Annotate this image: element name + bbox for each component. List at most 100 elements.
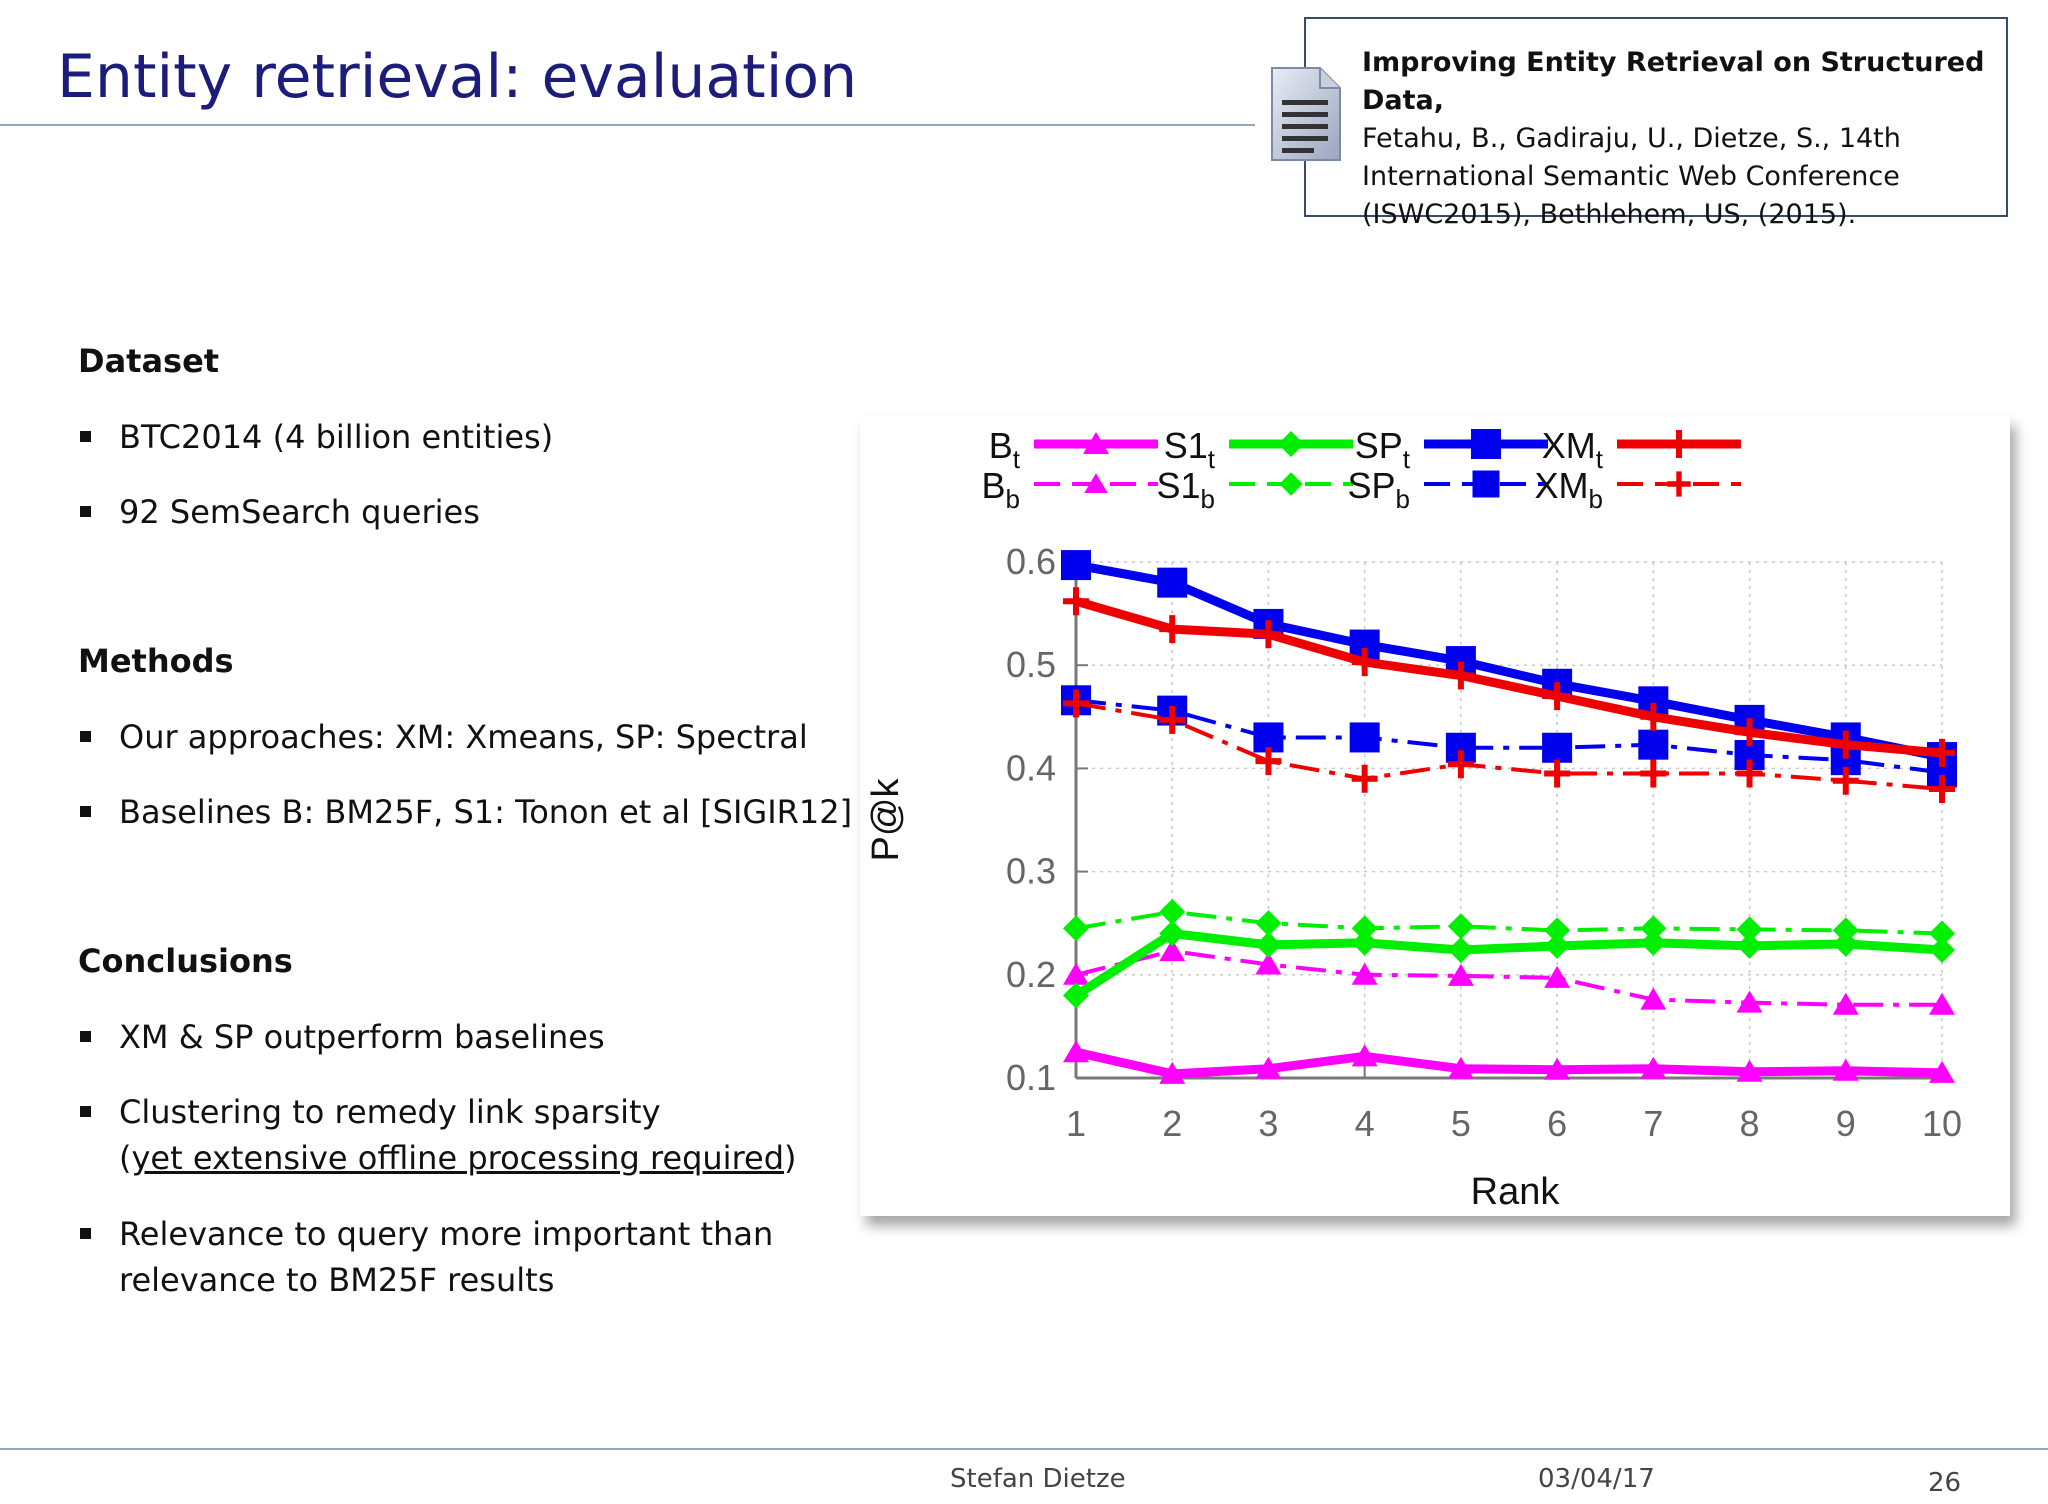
footer-date: 03/04/17 [1538, 1464, 1655, 1494]
data-point-xm-t [1255, 620, 1282, 649]
legend-swatch-marker [1472, 470, 1500, 498]
series-line-b-t [1075, 1047, 1943, 1079]
reference-line: Fetahu, B., Gadiraju, U., Dietze, S., 14… [1362, 123, 1901, 154]
data-point-s1-b [1736, 916, 1763, 943]
data-point-s1-t [1640, 929, 1667, 956]
data-point-b-t [1929, 1060, 1955, 1083]
data-point-sp-t [1061, 550, 1091, 581]
series-line-s1-t [1073, 929, 1943, 1000]
data-point-xm-b [1832, 766, 1859, 795]
data-point-xm-b [1447, 750, 1474, 779]
data-point-s1-b [1929, 920, 1955, 947]
bullet-square-icon [80, 431, 91, 442]
legend-label: XMt [1542, 425, 1604, 474]
data-point-s1-t [1255, 931, 1282, 958]
data-point-s1-t [1832, 930, 1859, 957]
x-tick-label: 2 [1162, 1103, 1182, 1144]
y-tick-label: 0.1 [1006, 1057, 1056, 1098]
bullet-line: relevance to BM25F results [119, 1261, 555, 1299]
data-point-b-t [1159, 1061, 1186, 1084]
x-tick-label: 1 [1066, 1103, 1086, 1144]
y-tick-label: 0.6 [1006, 541, 1056, 582]
x-tick-label: 6 [1547, 1103, 1567, 1144]
reference-box [1304, 17, 2008, 217]
data-point-s1-t [1447, 937, 1474, 964]
data-point-xm-b [1736, 759, 1763, 788]
data-point-xm-t [1351, 648, 1378, 677]
series-line-xm-b [1075, 701, 1943, 792]
data-point-xm-b [1063, 689, 1089, 718]
bullet-square-icon [80, 1228, 91, 1239]
data-point-b-b [1255, 952, 1282, 975]
bullet-line: Relevance to query more important than [119, 1215, 774, 1253]
data-point-xm-b [1351, 764, 1378, 793]
data-point-b-t [1736, 1059, 1763, 1082]
data-point-s1-b [1063, 915, 1089, 942]
reference-line: International Semantic Web Conference [1362, 161, 1900, 192]
series-line-sp-t [1075, 560, 1943, 762]
document-icon [1271, 67, 1341, 161]
data-point-s1-b [1832, 917, 1859, 944]
data-point-b-b [1063, 962, 1089, 985]
bullet-text: Clustering to remedy link sparsity (yet e… [119, 1089, 859, 1181]
data-point-b-b [1736, 990, 1763, 1013]
data-point-sp-t [1157, 567, 1188, 598]
data-point-b-t [1063, 1040, 1089, 1063]
data-point-sp-b [1638, 729, 1669, 760]
bullet-text: BTC2014 (4 billion entities) [119, 418, 554, 456]
y-tick-label: 0.3 [1006, 851, 1056, 892]
legend-label: SPb [1348, 465, 1411, 514]
x-axis-label: Rank [1471, 1171, 1561, 1213]
section-heading-methods: Methods [78, 642, 234, 680]
data-point-b-b [1159, 939, 1186, 962]
data-point-xm-b [1544, 759, 1571, 788]
data-point-sp-b [1542, 732, 1573, 763]
bullet-square-icon [80, 1031, 91, 1042]
legend-swatch-marker [1084, 473, 1108, 493]
data-point-b-t [1447, 1056, 1474, 1079]
footer-divider [0, 1448, 2048, 1450]
title-divider [0, 124, 1255, 126]
bullet-square-icon [80, 731, 91, 742]
bullet-square-icon [80, 1106, 91, 1117]
data-point-xm-b [1640, 759, 1667, 788]
bullet-line: Clustering to remedy link sparsity [119, 1093, 661, 1131]
data-point-s1-b [1255, 910, 1282, 937]
bullet-paren: ) [784, 1139, 797, 1177]
legend-swatch-marker [1278, 431, 1304, 457]
data-point-xm-t [1447, 661, 1474, 690]
legend-swatch-marker [1471, 429, 1501, 459]
footer-page-number: 26 [1928, 1468, 1962, 1498]
data-point-b-t [1544, 1057, 1571, 1080]
data-point-s1-t [1736, 932, 1763, 959]
series-line-sp-b [1075, 698, 1943, 775]
y-tick-label: 0.4 [1006, 747, 1056, 788]
legend-label: Bt [989, 425, 1021, 474]
data-point-xm-t [1832, 730, 1859, 759]
data-point-b-t [1255, 1056, 1282, 1079]
series-line-b-b [1075, 949, 1942, 1007]
page-title: Entity retrieval: evaluation [57, 42, 858, 112]
bullet-text: Relevance to query more important than re… [119, 1211, 859, 1303]
data-point-b-b [1929, 992, 1955, 1015]
series-line-s1-b [1075, 909, 1943, 936]
bullet-square-icon [80, 806, 91, 817]
data-point-s1-t [1159, 920, 1186, 947]
underlined-note: yet extensive offline processing require… [131, 1139, 785, 1177]
data-point-xm-t [1736, 718, 1763, 747]
bullet-text: Our approaches: XM: Xmeans, SP: Spectral [119, 718, 808, 756]
legend-label: Bb [982, 465, 1020, 514]
data-point-b-b [1832, 992, 1859, 1015]
data-point-sp-b [1349, 722, 1380, 753]
series-line-xm-t [1074, 596, 1943, 758]
section-heading-dataset: Dataset [78, 342, 220, 380]
data-point-xm-t [1544, 682, 1571, 711]
data-point-s1-b [1640, 915, 1667, 942]
data-point-s1-t [1544, 932, 1571, 959]
data-point-xm-t [1063, 587, 1089, 616]
chart-frame: 0.1 0.2 0.3 0.4 0.5 0.6 1 2 3 4 5 6 7 8 9 10 Rank P@k Bt S1… [860, 416, 2010, 1216]
data-point-xm-t [1640, 702, 1667, 731]
y-axis-label: P@k [865, 778, 907, 862]
section-heading-conclusions: Conclusions [78, 942, 293, 980]
x-tick-label: 3 [1258, 1103, 1278, 1144]
